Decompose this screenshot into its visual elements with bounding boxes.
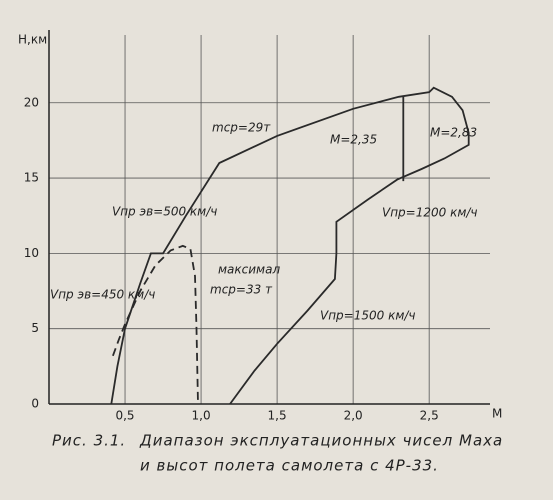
curve — [112, 244, 199, 405]
x-tick-label: 1,5 — [268, 409, 287, 423]
annotation: максимал — [218, 263, 280, 277]
annotation: Vпр эв=500 км/ч — [112, 205, 217, 219]
caption: и высот полета самолета с 4Р-33. — [140, 457, 439, 475]
x-axis-label: M — [492, 407, 502, 421]
annotation: Vпр=1200 км/ч — [382, 206, 478, 220]
y-tick-label: 20 — [24, 95, 39, 109]
y-tick-label: 15 — [24, 171, 39, 185]
x-tick-label: 2,5 — [420, 409, 439, 423]
y-axis-label: H,км — [18, 33, 47, 47]
annotation: mср=29т — [212, 121, 271, 135]
caption: Рис. 3.1. — [52, 432, 126, 450]
annotation: M=2,83 — [430, 126, 477, 140]
x-tick-label: 1,0 — [192, 409, 211, 423]
y-tick-label: 0 — [31, 397, 39, 411]
y-tick-label: 10 — [24, 246, 39, 260]
annotation: Vпр эв=450 км/ч — [50, 288, 155, 302]
curve — [110, 86, 470, 405]
x-tick-label: 0,5 — [115, 409, 134, 423]
annotation: mср=33 т — [210, 283, 273, 297]
y-tick-label: 5 — [31, 321, 39, 335]
x-tick-label: 2,0 — [344, 409, 363, 423]
annotation: M=2,35 — [330, 133, 377, 147]
caption: Диапазон эксплуатационных чисел Маха — [139, 432, 503, 450]
annotation: Vпр=1500 км/ч — [320, 309, 416, 323]
